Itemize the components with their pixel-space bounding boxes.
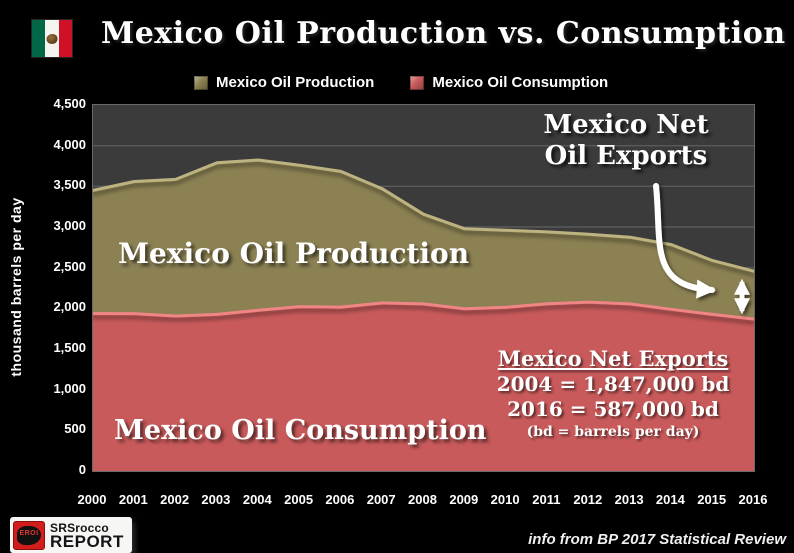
x-tick-label: 2003 [201, 492, 231, 507]
x-tick-label: 2000 [77, 492, 107, 507]
y-tick-label: 4,000 [53, 136, 86, 152]
y-tick-label: 3,000 [53, 218, 86, 233]
x-tick-label: 2005 [284, 492, 314, 507]
x-tick-label: 2006 [325, 492, 355, 507]
y-tick-label: 3,500 [53, 177, 86, 193]
eroi-logo-text: EROI [19, 529, 39, 537]
x-tick-label: 2010 [490, 492, 520, 507]
logo-wordmark: SRSrocco REPORT [50, 520, 124, 551]
y-tick-label: 4,500 [53, 96, 86, 111]
logo-line-report: REPORT [50, 531, 124, 551]
y-tick-label: 2,500 [53, 258, 86, 274]
net-exports-summary: Mexico Net Exports 2004 = 1,847,000 bd 2… [467, 346, 759, 442]
net-exports-summary-title: Mexico Net Exports [497, 346, 729, 371]
flag-green-stripe [32, 20, 46, 57]
x-tick-label: 2015 [697, 492, 727, 507]
net-exports-2016-value: 2016 = 587,000 bd [507, 397, 719, 421]
eroi-logo-icon: EROI [13, 520, 45, 550]
y-tick-label: 2,000 [53, 299, 86, 315]
x-tick-label: 2014 [655, 492, 685, 507]
x-tick-label: 2009 [449, 492, 479, 507]
x-tick-label: 2012 [573, 492, 603, 507]
x-axis-tick-labels: 2000 2001 2002 2003 2004 2005 2006 2007 2008 2009… [78, 492, 768, 510]
logo-line-srsrocco: SRSrocco [50, 520, 109, 535]
net-exports-unit-note: (bd = barrels per day) [526, 424, 700, 440]
oil-splat-icon [17, 525, 41, 545]
net-exports-callout: Mexico Net Oil Exports [506, 110, 746, 172]
legend-label-production: Mexico Oil Production [216, 74, 375, 91]
area-chart [93, 145, 754, 471]
net-exports-2004-value: 2004 = 1,847,000 bd [496, 372, 730, 396]
legend-item-consumption: Mexico Oil Consumption [410, 74, 608, 91]
x-tick-label: 2004 [242, 492, 272, 507]
flag-red-stripe [58, 20, 72, 57]
page-title: Mexico Oil Production vs. Consumption [101, 16, 786, 51]
consumption-swatch-icon [410, 75, 425, 90]
source-credit: info from BP 2017 Statistical Review [528, 531, 786, 548]
x-tick-label: 2013 [614, 492, 644, 507]
production-swatch-icon [194, 75, 208, 90]
x-tick-label: 2002 [160, 492, 190, 507]
y-tick-label: 1,500 [53, 340, 86, 355]
consumption-area-label: Mexico Oil Consumption [114, 415, 487, 446]
y-tick-label: 500 [64, 421, 86, 437]
y-axis-title: thousand barrels per day [8, 197, 24, 377]
plot-area: Mexico Oil Production Mexico Oil Consump… [92, 104, 755, 472]
y-tick-label: 1,000 [53, 380, 86, 396]
x-tick-label: 2008 [408, 492, 437, 507]
srsrocco-report-logo: EROI SRSrocco REPORT [10, 517, 132, 553]
legend-label-consumption: Mexico Oil Consumption [432, 74, 609, 91]
flag-white-stripe [45, 20, 59, 57]
x-tick-label: 2011 [532, 492, 561, 507]
legend: Mexico Oil Production Mexico Oil Consump… [194, 74, 608, 91]
net-exports-callout-line1: Mexico Net [543, 110, 709, 140]
y-axis-tick-labels: 0 500 1,000 1,500 2,000 2,500 3,000 3,500 4,000 4… [28, 0, 86, 553]
flag-eagle-emblem-icon [46, 33, 58, 44]
y-tick-label: 0 [78, 462, 86, 477]
x-tick-label: 2001 [118, 492, 148, 507]
mexico-flag-icon [32, 20, 72, 57]
net-exports-callout-line2: Oil Exports [544, 141, 708, 171]
x-tick-label: 2007 [366, 492, 396, 507]
production-area-label: Mexico Oil Production [118, 237, 470, 270]
legend-item-production: Mexico Oil Production [194, 74, 374, 91]
x-tick-label: 2016 [738, 492, 768, 507]
